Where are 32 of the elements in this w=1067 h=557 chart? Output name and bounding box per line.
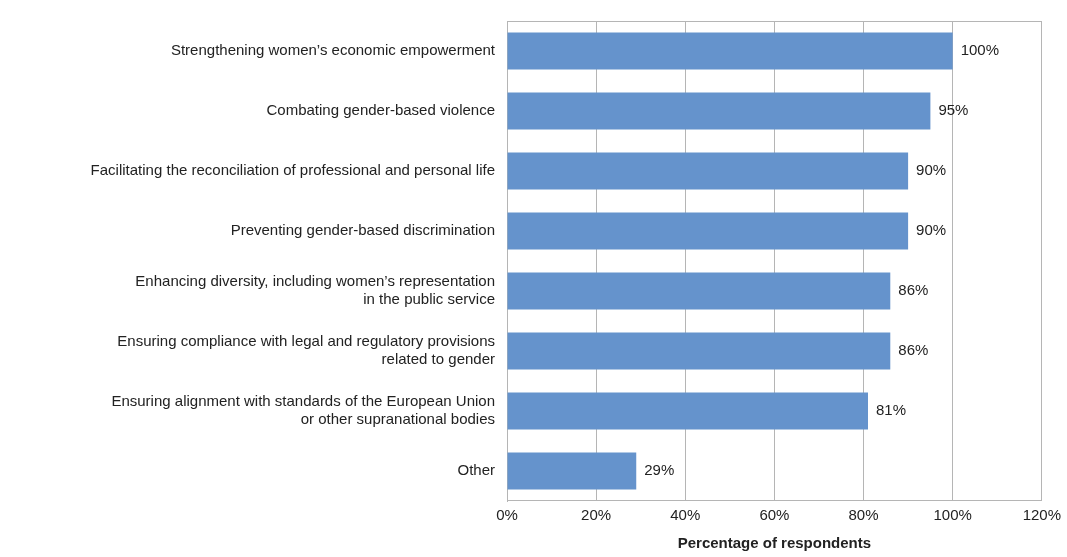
x-tick-label: 60% [759, 506, 790, 524]
bar [507, 332, 891, 370]
data-label: 81% [876, 401, 907, 419]
bar [507, 272, 891, 310]
bar [507, 212, 909, 250]
data-label: 100% [960, 41, 1000, 59]
data-label: 90% [916, 161, 947, 179]
x-axis-title: Percentage of respondents [677, 534, 872, 552]
x-tick-label: 120% [1022, 506, 1062, 524]
y-tick-label: Enhancing diversity, including women’s representation in the public service [135, 272, 495, 308]
x-tick-label: 0% [496, 506, 518, 524]
y-tick-label: Ensuring alignment with standards of the European Union or other supranational bodies [111, 392, 495, 428]
bar [507, 152, 909, 190]
bar [507, 32, 953, 70]
x-tick-label: 80% [848, 506, 879, 524]
data-label: 95% [938, 101, 969, 119]
data-label: 86% [898, 281, 929, 299]
y-tick-label: Other [457, 461, 495, 479]
data-label: 86% [898, 341, 929, 359]
y-tick-label: Facilitating the reconciliation of professional and personal life [90, 161, 495, 179]
y-tick-label: Preventing gender-based discrimination [230, 221, 495, 239]
x-tick-label: 20% [581, 506, 612, 524]
bar [507, 392, 868, 430]
data-label: 90% [916, 221, 947, 239]
x-tick-label: 100% [933, 506, 972, 524]
bar [507, 452, 637, 490]
data-label: 29% [644, 461, 675, 479]
y-tick-label: Combating gender-based violence [266, 101, 495, 119]
y-tick-label: Ensuring compliance with legal and regulatory provisions related to gender [117, 332, 495, 368]
y-tick-label: Strengthening women’s economic empowerment [170, 41, 496, 59]
x-tick-label: 40% [670, 506, 701, 524]
bar [507, 92, 931, 130]
